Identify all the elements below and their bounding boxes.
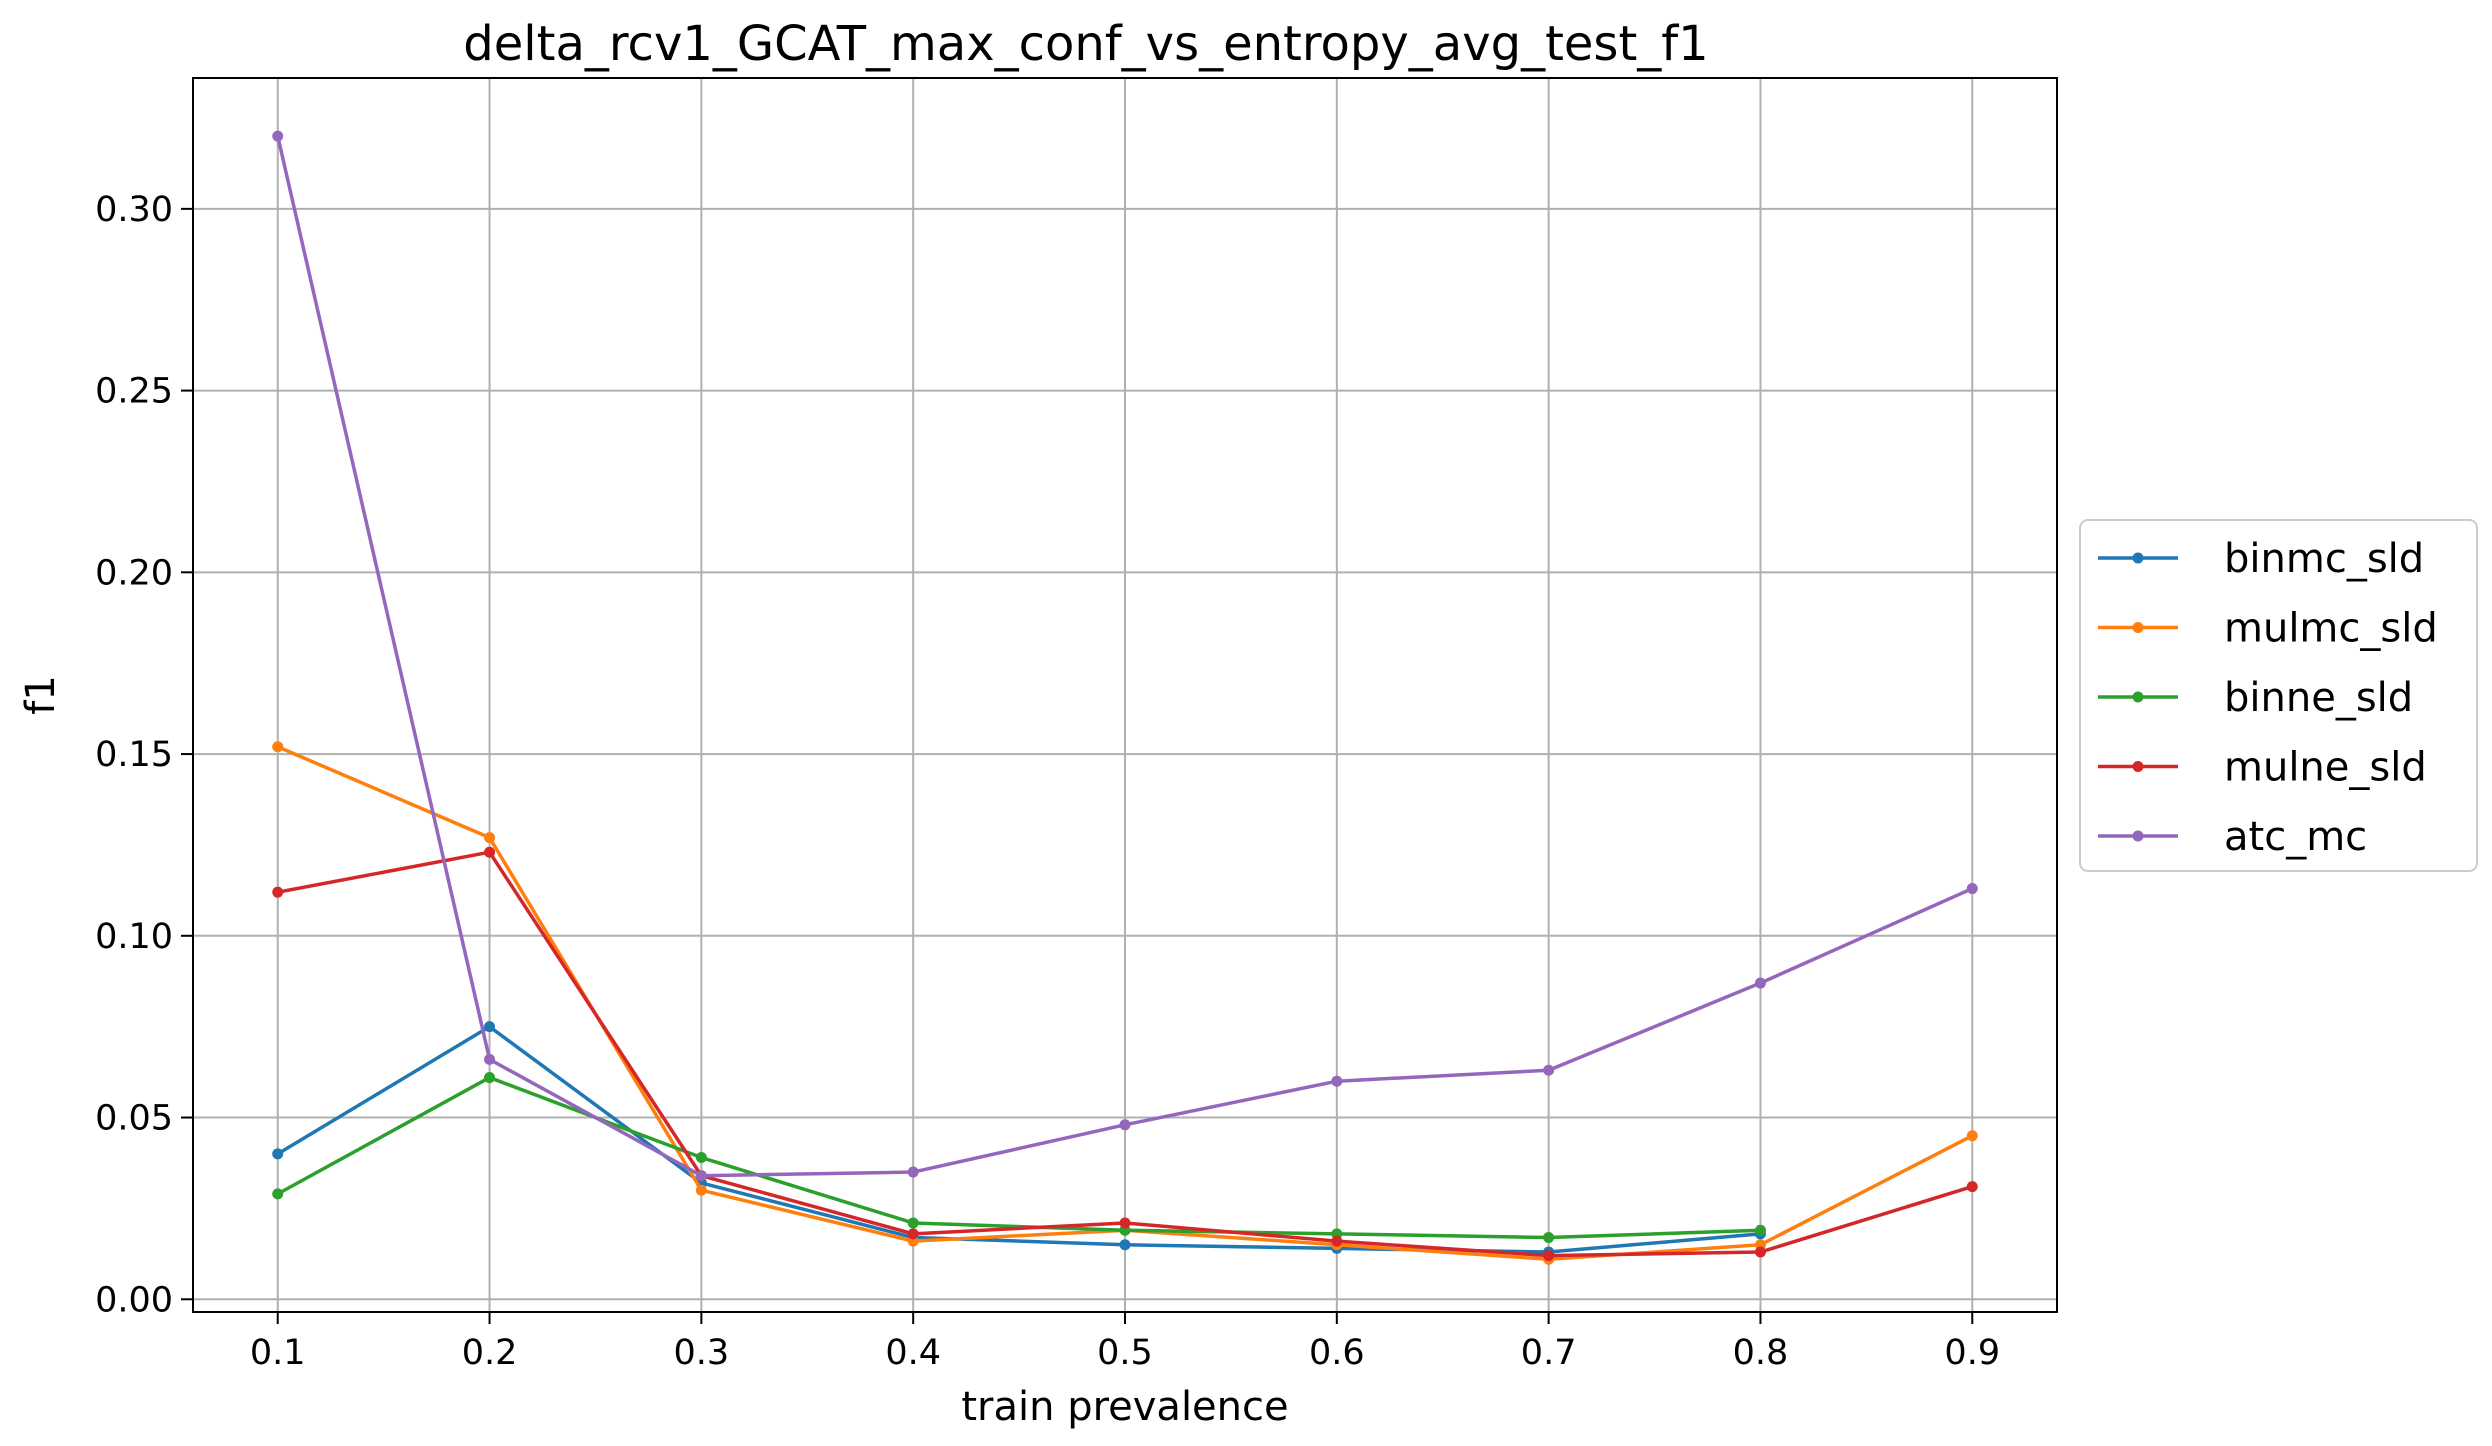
data-point xyxy=(484,1021,496,1033)
series-layer xyxy=(272,130,1978,1265)
legend-entry: mulmc_sld xyxy=(2098,606,2438,652)
data-point xyxy=(1331,1235,1343,1247)
legend-marker xyxy=(2132,552,2144,564)
data-point xyxy=(484,1072,496,1084)
legend-entry: binmc_sld xyxy=(2098,536,2424,582)
x-tick-label: 0.3 xyxy=(674,1333,730,1373)
x-tick-label: 0.7 xyxy=(1521,1333,1577,1373)
series-binmc_sld xyxy=(272,1021,1766,1258)
series-line xyxy=(276,1075,1761,1240)
data-point xyxy=(1331,1075,1343,1087)
series-atc_mc xyxy=(272,130,1978,1182)
x-axis-label: train prevalence xyxy=(961,1384,1288,1430)
chart-title: delta_rcv1_GCAT_max_conf_vs_entropy_avg_… xyxy=(463,16,1708,72)
data-point xyxy=(695,1152,707,1164)
data-point xyxy=(272,1188,284,1200)
x-tick-label: 0.2 xyxy=(462,1333,518,1373)
legend-entry: atc_mc xyxy=(2098,814,2367,860)
y-tick-label: 0.15 xyxy=(95,735,173,775)
data-point xyxy=(484,1053,496,1065)
legend-marker xyxy=(2132,761,2144,772)
data-point xyxy=(484,832,496,844)
data-point xyxy=(1119,1239,1131,1251)
series-mulne_sld xyxy=(272,846,1978,1262)
data-point xyxy=(272,741,284,753)
data-point xyxy=(1966,1181,1978,1193)
data-point xyxy=(695,1170,707,1182)
data-point xyxy=(1754,1246,1766,1258)
data-point xyxy=(1754,1224,1766,1236)
legend-marker xyxy=(2132,830,2144,842)
legend-label: mulne_sld xyxy=(2224,745,2427,791)
y-tick-label: 0.25 xyxy=(95,372,173,412)
x-tick-label: 0.9 xyxy=(1944,1333,2000,1373)
y-axis-label: f1 xyxy=(18,675,64,715)
series-binne_sld xyxy=(272,1072,1766,1243)
data-point xyxy=(1543,1064,1555,1076)
x-tick-label: 0.6 xyxy=(1309,1333,1365,1373)
legend: binmc_sld mulmc_sld binne_sld mulne_sld atc_… xyxy=(2079,519,2478,872)
y-tick-label: 0.05 xyxy=(95,1099,173,1139)
legend-label: atc_mc xyxy=(2224,814,2367,860)
data-point xyxy=(1119,1119,1131,1131)
data-point xyxy=(695,1184,707,1196)
data-point xyxy=(1966,883,1978,895)
data-point xyxy=(484,846,496,858)
x-tick-label: 0.1 xyxy=(250,1333,306,1373)
data-point xyxy=(1119,1217,1131,1229)
data-point xyxy=(272,130,284,142)
y-tick-label: 0.00 xyxy=(95,1280,173,1320)
data-point xyxy=(1754,977,1766,989)
data-point xyxy=(907,1166,919,1178)
legend-label: mulmc_sld xyxy=(2224,606,2438,652)
axis-ticks: 0.1 0.2 0.3 0.4 0.5 0.6 0.7 0.8 0.9 0.00 0.05 0.10 0… xyxy=(95,190,2000,1373)
legend-marker xyxy=(2132,622,2144,633)
y-tick-label: 0.30 xyxy=(95,190,173,230)
grid xyxy=(193,78,2057,1312)
data-point xyxy=(272,1148,284,1160)
data-point xyxy=(907,1228,919,1240)
data-point xyxy=(1543,1250,1555,1262)
x-tick-label: 0.4 xyxy=(885,1333,941,1373)
data-point xyxy=(1543,1231,1555,1243)
y-tick-label: 0.10 xyxy=(95,917,173,957)
series-line xyxy=(276,1024,1761,1254)
data-point xyxy=(1966,1130,1978,1142)
x-tick-label: 0.5 xyxy=(1097,1333,1153,1373)
y-tick-label: 0.20 xyxy=(95,553,173,593)
data-point xyxy=(907,1217,919,1229)
legend-label: binne_sld xyxy=(2224,675,2413,721)
x-tick-label: 0.8 xyxy=(1733,1333,1789,1373)
legend-marker xyxy=(2132,691,2144,703)
legend-entry: binne_sld xyxy=(2098,675,2413,721)
data-point xyxy=(272,886,284,898)
legend-label: binmc_sld xyxy=(2224,536,2424,582)
legend-frame xyxy=(2079,519,2478,872)
legend-entry: mulne_sld xyxy=(2098,745,2427,791)
